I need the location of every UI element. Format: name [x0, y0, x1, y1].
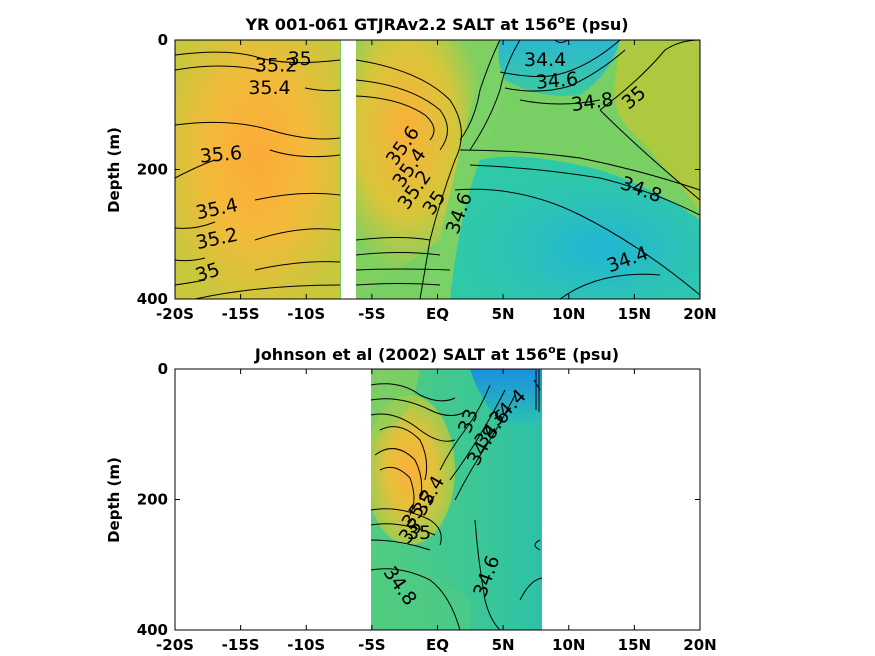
x-tick-label: -15S: [222, 636, 260, 654]
y-tick-label: 400: [137, 621, 168, 639]
contour-label: 35.6: [199, 142, 243, 168]
contour-label: 35: [288, 48, 312, 70]
x-tick-label: 15N: [618, 636, 651, 654]
bottom-panel: Johnson et al (2002) SALT at 156oE (psu): [105, 343, 717, 654]
contour-label: 34.6: [535, 68, 579, 94]
x-tick-label: 5N: [492, 636, 515, 654]
contour-label: 34.4: [524, 49, 566, 71]
x-tick-label: 20N: [683, 305, 716, 323]
x-tick-label: -5S: [358, 636, 385, 654]
bottom-colorfill: [371, 369, 542, 630]
x-tick-label: EQ: [426, 305, 449, 323]
x-tick-label: 10N: [552, 305, 585, 323]
x-tick-label: EQ: [426, 636, 449, 654]
x-tick-label: -10S: [287, 636, 325, 654]
top-y-axis-label: Depth (m): [105, 127, 123, 213]
x-tick-label: -10S: [287, 305, 325, 323]
x-tick-label: -5S: [358, 305, 385, 323]
x-tick-label: 5N: [492, 305, 515, 323]
bottom-title: Johnson et al (2002) SALT at 156oE (psu): [254, 343, 619, 364]
top-colorfill: [175, 40, 700, 299]
y-tick-label: 0: [158, 31, 168, 49]
bottom-ticks: [174, 368, 701, 631]
y-tick-label: 400: [137, 290, 168, 308]
top-x-tick-labels: -20S -15S -10S -5S EQ 5N 10N 15N 20N: [156, 305, 717, 323]
x-tick-label: 20N: [683, 636, 716, 654]
x-tick-label: -20S: [156, 305, 194, 323]
contour-label: 35.2: [255, 54, 297, 76]
x-tick-label: 15N: [618, 305, 651, 323]
x-tick-label: 10N: [552, 636, 585, 654]
top-data-gap: [341, 40, 356, 299]
y-tick-label: 200: [137, 491, 168, 509]
top-ticks: [174, 39, 701, 300]
contour-label: 35.4: [248, 77, 290, 99]
top-title: YR 001-061 GTJRAv2.2 SALT at 156oE (psu): [244, 13, 628, 34]
top-y-tick-labels: 0 200 400: [137, 31, 168, 308]
bottom-y-tick-labels: 0 200 400: [137, 360, 168, 639]
y-tick-label: 200: [137, 161, 168, 179]
top-contour-lines: [175, 40, 700, 299]
y-tick-label: 0: [158, 360, 168, 378]
bottom-contour-lines: [371, 370, 542, 630]
x-tick-label: -20S: [156, 636, 194, 654]
contour-label: 35: [407, 522, 431, 544]
top-panel: YR 001-061 GTJRAv2.2 SALT at 156oE (psu): [105, 13, 717, 323]
bottom-x-tick-labels: -20S -15S -10S -5S EQ 5N 10N 15N 20N: [156, 636, 717, 654]
x-tick-label: -15S: [222, 305, 260, 323]
bottom-y-axis-label: Depth (m): [105, 457, 123, 543]
